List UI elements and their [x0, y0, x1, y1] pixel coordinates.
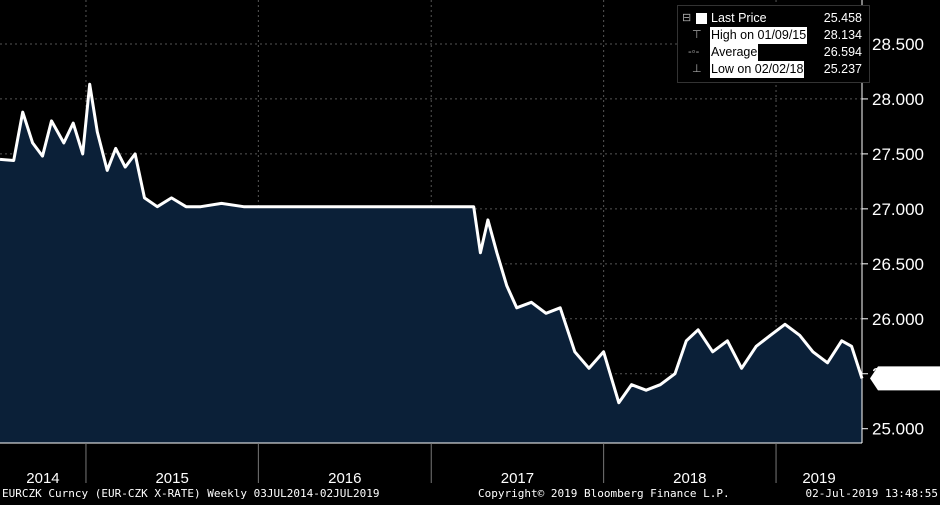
y-tick-label: 27.500	[872, 145, 924, 164]
legend-label: High on 01/09/15	[710, 27, 808, 44]
legend-label: Average	[710, 44, 759, 61]
series-area-fill	[0, 84, 862, 443]
last-price-tag-text: 25.458	[884, 369, 936, 388]
high-marker-icon: ⊤	[692, 29, 702, 41]
legend-row-high: ⊤ High on 01/09/15 28.134	[678, 27, 868, 44]
x-tick-label: 2016	[328, 470, 361, 487]
x-tick-label: 2018	[673, 470, 706, 487]
legend-row-last-price: ⊟ Last Price 25.458	[678, 10, 868, 27]
low-marker-icon: ⊥	[692, 63, 702, 75]
y-tick-label: 28.000	[872, 90, 924, 109]
legend-row-average: -◦- Average 26.594	[678, 44, 868, 61]
legend-row-low: ⊥ Low on 02/02/18 25.237	[678, 61, 868, 78]
y-tick-label: 25.000	[872, 420, 924, 439]
legend-value: 25.237	[823, 62, 862, 76]
y-tick-label: 28.500	[872, 35, 924, 54]
last-price-tag-shape	[870, 366, 940, 391]
x-axis-ticks: 2014 2015 2016 2017 2018 2019	[26, 443, 836, 487]
footer-security-info: EURCZK Curncy (EUR-CZK X-RATE) Weekly 03…	[2, 487, 380, 500]
legend-value: 25.458	[823, 11, 862, 25]
legend-label: Low on 02/02/18	[710, 61, 805, 78]
last-price-swatch-icon	[696, 13, 707, 24]
average-marker-icon: -◦-	[688, 46, 700, 58]
chart-legend: ⊟ Last Price 25.458 ⊤ High on 01/09/15 2…	[677, 5, 870, 83]
footer-timestamp: 02-Jul-2019 13:48:55	[805, 487, 938, 500]
footer-copyright: Copyright© 2019 Bloomberg Finance L.P.	[478, 487, 730, 500]
legend-label: Last Price	[711, 11, 767, 25]
last-price-tag: 25.458	[870, 366, 940, 391]
y-tick-label: 26.500	[872, 255, 924, 274]
series-line	[0, 82, 864, 405]
x-tick-label: 2014	[26, 470, 59, 487]
legend-value: 26.594	[823, 45, 862, 59]
x-tick-label: 2017	[501, 470, 534, 487]
y-tick-label: 27.000	[872, 200, 924, 219]
x-tick-label: 2015	[155, 470, 188, 487]
collapse-icon[interactable]: ⊟	[682, 12, 692, 24]
legend-value: 28.134	[823, 28, 862, 42]
x-tick-label: 2019	[802, 470, 835, 487]
y-tick-label: 26.000	[872, 310, 924, 329]
